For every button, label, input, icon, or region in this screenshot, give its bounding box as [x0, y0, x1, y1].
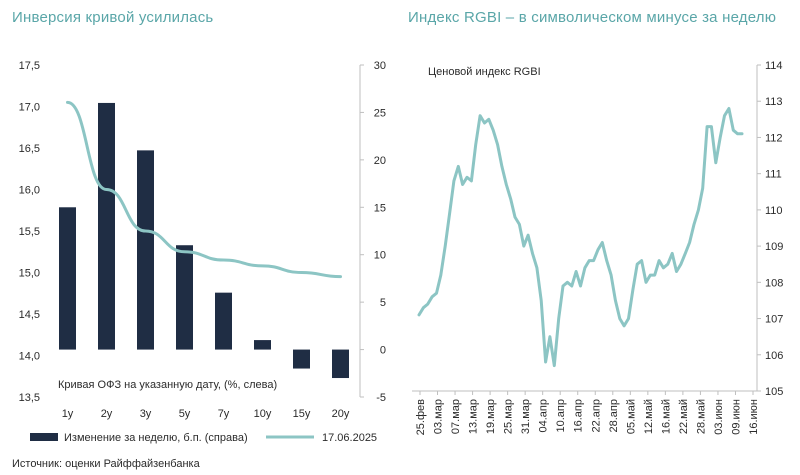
- rgbi-x-tick-label: 10.апр: [555, 399, 567, 432]
- rgbi-x-tick-label: 04.апр: [538, 399, 550, 432]
- legend-swatch-bars: [30, 433, 58, 441]
- bar-weekly-change: [176, 245, 193, 350]
- rgbi-x-tick-label: 22.май: [678, 399, 690, 434]
- rgbi-y-tick-label: 114: [765, 60, 783, 72]
- rgbi-x-tick-label: 07.мар: [450, 399, 462, 434]
- rgbi-y-tick-label: 113: [765, 96, 783, 108]
- rgbi-x-tick-label: 16.апр: [573, 399, 585, 432]
- bar-weekly-change: [137, 150, 154, 350]
- rgbi-x-tick-label: 22.апр: [590, 399, 602, 432]
- x-category-label: 5y: [179, 408, 191, 420]
- x-category-label: 3y: [140, 408, 152, 420]
- rgbi-x-tick-label: 12.май: [643, 399, 655, 434]
- rgbi-x-tick-label: 19.мар: [485, 399, 497, 434]
- left-chart-title: Инверсия кривой усилилась: [12, 9, 214, 26]
- rgbi-x-tick-label: 16.июн: [748, 399, 760, 435]
- rgbi-x-tick-label: 03.июн: [713, 399, 725, 435]
- x-category-label: 10y: [254, 408, 272, 420]
- right-y-tick-label: 0: [380, 345, 386, 357]
- x-category-label: 1y: [62, 408, 74, 420]
- rgbi-x-tick-label: 25.мар: [503, 399, 515, 434]
- rgbi-x-tick-label: 28.май: [695, 399, 707, 434]
- left-y-tick-label: 17,5: [19, 60, 40, 72]
- left-y-tick-label: 14,0: [19, 351, 40, 363]
- left-y-tick-label: 15,0: [19, 268, 40, 280]
- right-y-tick-label: 25: [374, 107, 386, 119]
- rgbi-x-tick-label: 28.апр: [608, 399, 620, 432]
- right-y-tick-label: 5: [380, 297, 386, 309]
- legend-label-bars: Изменение за неделю, б.п. (справа): [64, 432, 248, 444]
- rgbi-y-tick-label: 112: [765, 132, 783, 144]
- left-y-tick-label: 17,0: [19, 102, 40, 114]
- x-category-label: 15y: [293, 408, 311, 420]
- right-y-tick-label: 30: [374, 60, 386, 72]
- rgbi-x-tick-label: 13.мар: [468, 399, 480, 434]
- x-category-label: 7y: [218, 408, 230, 420]
- right-y-tick-label: -5: [376, 392, 386, 404]
- right-annotation: Ценовой индекс RGBI: [428, 66, 541, 78]
- rgbi-line: [417, 107, 744, 368]
- left-y-tick-label: 14,5: [19, 309, 40, 321]
- ofz-curve-line: [66, 100, 342, 279]
- right-y-tick-label: 20: [374, 155, 386, 167]
- rgbi-y-tick-label: 108: [765, 277, 783, 289]
- bar-weekly-change: [215, 292, 232, 350]
- rgbi-x-tick-label: 03.мар: [433, 399, 445, 434]
- rgbi-y-tick-label: 105: [765, 386, 783, 398]
- source-note: Источник: оценки Райффайзенбанка: [12, 458, 200, 470]
- left-y-tick-label: 16,5: [19, 143, 40, 155]
- rgbi-x-tick-label: 25.фев: [415, 399, 427, 435]
- rgbi-y-tick-label: 109: [765, 241, 783, 253]
- bar-weekly-change: [332, 349, 349, 379]
- right-y-tick-label: 10: [374, 250, 386, 262]
- rgbi-y-tick-label: 111: [765, 169, 782, 181]
- rgbi-x-tick-label: 31.мар: [520, 399, 532, 434]
- rgbi-y-tick-label: 110: [765, 205, 783, 217]
- left-y-tick-label: 13,5: [19, 392, 40, 404]
- bar-weekly-change: [98, 102, 115, 350]
- left-y-tick-label: 16,0: [19, 185, 40, 197]
- x-category-label: 20y: [332, 408, 350, 420]
- rgbi-x-tick-label: 05.май: [625, 399, 637, 434]
- rgbi-x-tick-label: 09.июн: [730, 399, 742, 435]
- rgbi-x-tick-label: 16.май: [660, 399, 672, 434]
- left-y-tick-label: 15,5: [19, 226, 40, 238]
- right-chart-title: Индекс RGBI – в символическом минусе за …: [408, 9, 777, 26]
- right-y-tick-label: 15: [374, 202, 386, 214]
- x-category-label: 2y: [101, 408, 113, 420]
- rgbi-y-tick-label: 107: [765, 314, 783, 326]
- bar-weekly-change: [254, 340, 271, 350]
- left-annotation: Кривая ОФЗ на указанную дату, (%, слева): [58, 379, 277, 391]
- bar-weekly-change: [293, 349, 310, 369]
- rgbi-y-tick-label: 106: [765, 350, 783, 362]
- bar-weekly-change: [59, 207, 76, 350]
- legend-label-line: 17.06.2025: [322, 432, 377, 444]
